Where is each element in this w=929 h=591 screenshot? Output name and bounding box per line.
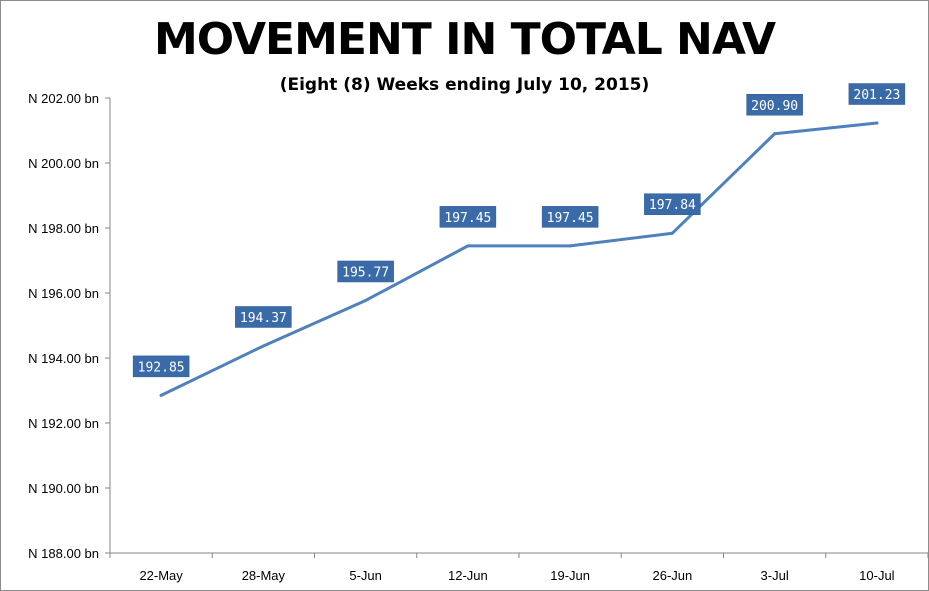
data-point	[364, 298, 368, 302]
series-line	[159, 121, 879, 397]
data-label: 201.23	[853, 88, 900, 103]
x-tick-label: 10-Jul	[859, 568, 895, 583]
data-point	[875, 121, 879, 125]
data-label-box	[644, 193, 701, 215]
x-tick-label: 3-Jul	[761, 568, 789, 583]
data-point	[773, 132, 777, 136]
data-label-box	[337, 260, 394, 283]
data-label: 195.77	[342, 265, 389, 280]
data-point	[568, 244, 572, 248]
x-tick-label: 26-Jun	[653, 568, 693, 583]
data-label: 200.90	[751, 99, 798, 114]
data-label-box	[848, 83, 906, 105]
data-label-box	[132, 355, 190, 378]
y-tick-label: N 188.00 bn	[28, 546, 99, 561]
x-tick-label: 12-Jun	[448, 568, 488, 583]
data-label: 194.37	[240, 311, 287, 326]
y-tick-label: N 202.00 bn	[28, 91, 99, 106]
x-tick-label: 22-May	[139, 568, 183, 583]
y-tick-label: N 198.00 bn	[28, 221, 99, 236]
data-label: 197.45	[547, 211, 594, 226]
data-point	[159, 393, 163, 397]
x-tick-label: 5-Jun	[349, 568, 382, 583]
data-label-box	[235, 306, 292, 328]
data-label-box	[541, 206, 599, 228]
data-label-box	[439, 206, 497, 228]
data-point	[670, 231, 674, 235]
chart-title: MOVEMENT IN TOTAL NAV	[154, 14, 776, 65]
y-tick-label: N 196.00 bn	[28, 286, 99, 301]
chart-subtitle: (Eight (8) Weeks ending July 10, 2015)	[279, 75, 650, 95]
y-tick-label: N 194.00 bn	[28, 351, 99, 366]
y-tick-label: N 190.00 bn	[28, 481, 99, 496]
data-label: 197.84	[649, 198, 696, 213]
x-tick-label: 28-May	[242, 568, 286, 583]
data-label-box	[746, 94, 803, 116]
data-point	[466, 244, 470, 248]
y-tick-label: N 192.00 bn	[28, 416, 99, 431]
data-label: 197.45	[444, 211, 491, 226]
y-tick-label: N 200.00 bn	[28, 156, 99, 171]
data-label: 192.85	[138, 360, 185, 375]
data-point	[261, 344, 265, 348]
x-tick-label: 19-Jun	[550, 568, 590, 583]
